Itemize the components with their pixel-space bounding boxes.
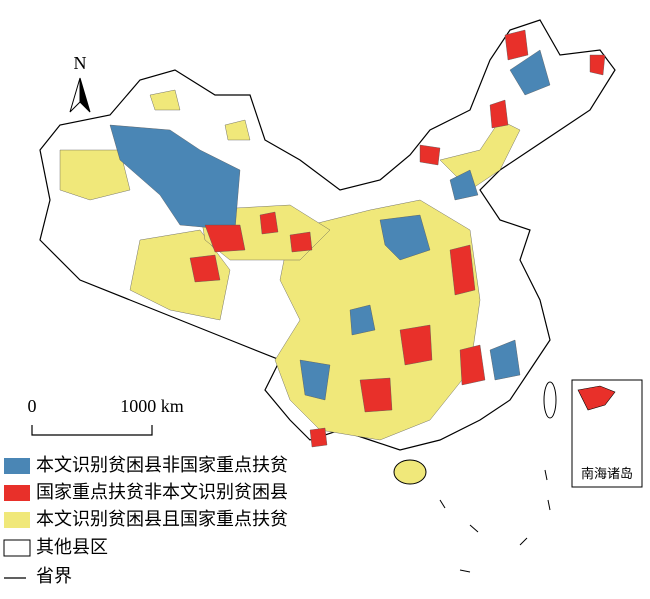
legend-swatch [3,539,31,557]
island [543,381,557,419]
scale-end: 1000 km [120,396,184,416]
inset-label: 南海诸岛 [581,466,633,481]
legend-swatch [4,485,30,501]
legend-label: 本文识别贫困县且国家重点扶贫 [36,509,288,529]
north-arrow [79,77,91,113]
dash-line [439,469,551,573]
legend-label: 其他县区 [36,537,108,557]
legend-swatch [4,512,30,528]
scale-start: 0 [28,396,37,416]
legend-label: 本文识别贫困县非国家重点扶贫 [36,455,288,475]
inset-land [577,385,616,411]
legend-swatch [4,458,30,474]
island [393,459,427,485]
red-regions [189,29,606,448]
north-arrow [69,77,81,113]
legend-label: 省界 [36,566,72,586]
north-label: N [74,53,87,73]
blue-regions [109,49,551,401]
legend-label: 国家重点扶贫非本文识别贫困县 [36,482,288,502]
scale-bar [31,425,153,436]
